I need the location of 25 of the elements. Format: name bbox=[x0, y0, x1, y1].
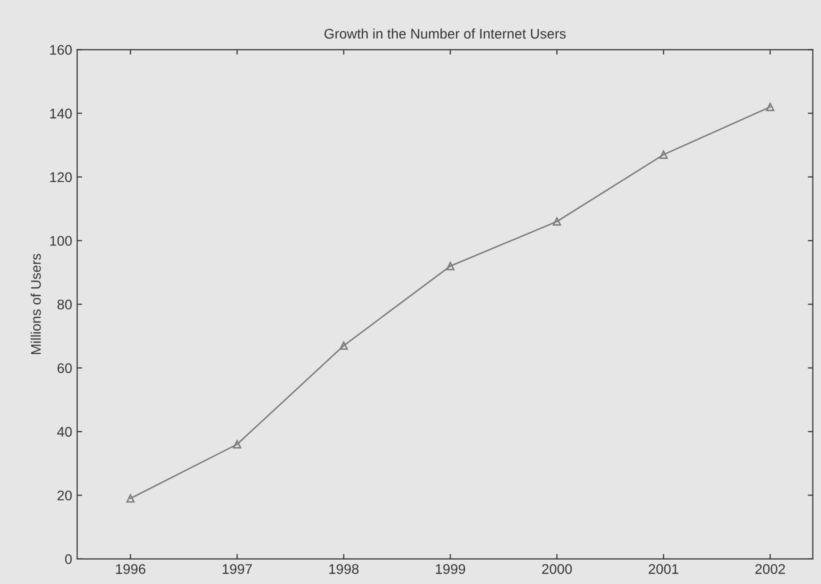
point bbox=[659, 150, 668, 159]
point bbox=[232, 440, 242, 448]
point bbox=[126, 494, 135, 503]
chart-title: Growth in the Number of Internet Users bbox=[324, 28, 566, 39]
point bbox=[340, 341, 348, 350]
x-tick-label: 2000 bbox=[542, 564, 572, 574]
y-tick-label: 20 bbox=[58, 490, 72, 500]
y-tick-label: 40 bbox=[57, 426, 72, 437]
y-tick-label: 80 bbox=[57, 300, 72, 310]
y-tick-label: 120 bbox=[50, 172, 72, 182]
x-tick-label: 2002 bbox=[755, 564, 785, 574]
point bbox=[552, 217, 562, 226]
y-tick-label: 100 bbox=[50, 236, 72, 246]
x-tick-label: 1998 bbox=[329, 564, 359, 574]
x-tick-label: 2001 bbox=[648, 564, 678, 574]
point bbox=[766, 102, 774, 112]
x-tick-label: 1996 bbox=[116, 564, 146, 574]
y-tick-label: 0 bbox=[65, 554, 72, 564]
x-tick-label: 1999 bbox=[436, 564, 466, 574]
y-tick-label: 140 bbox=[50, 108, 72, 118]
point bbox=[446, 262, 454, 270]
y-tick-label: 160 bbox=[50, 44, 72, 55]
y-tick-label: 60 bbox=[58, 363, 72, 374]
x-tick-label: 1997 bbox=[222, 564, 252, 574]
y-axis-title: Millions of Users bbox=[30, 254, 41, 354]
